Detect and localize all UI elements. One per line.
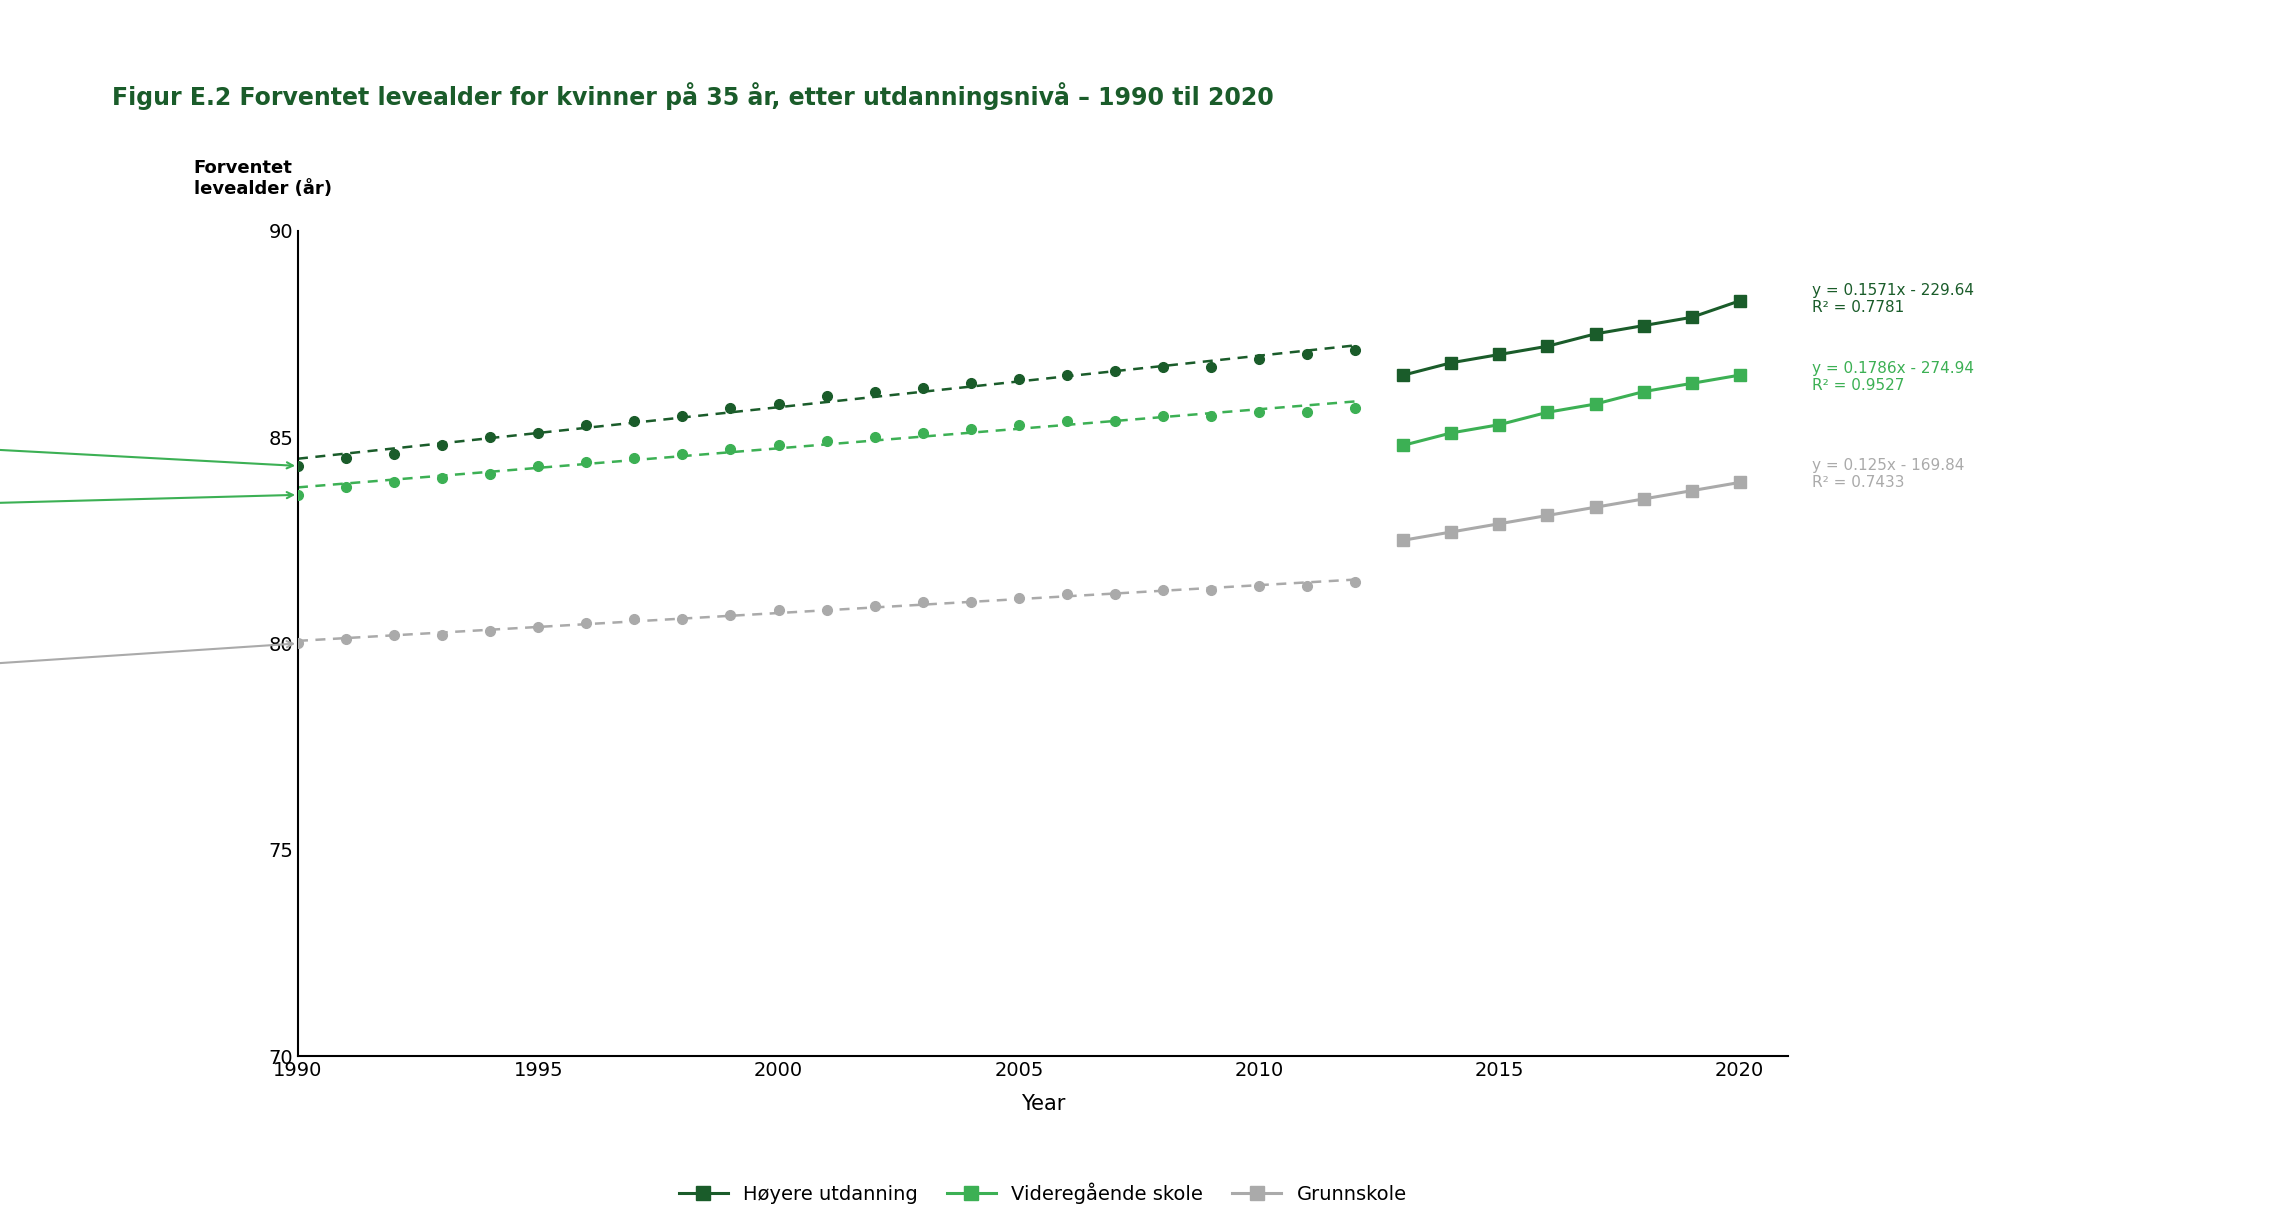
X-axis label: Year: Year bbox=[1020, 1094, 1066, 1114]
Text: Forventet
levealder (år): Forventet levealder (år) bbox=[195, 159, 332, 198]
Text: y = 0.1571x - 229.64
R² = 0.7781: y = 0.1571x - 229.64 R² = 0.7781 bbox=[1811, 283, 1973, 314]
Text: y = 0.1526x - 220.24
R² = 0.9444: y = 0.1526x - 220.24 R² = 0.9444 bbox=[0, 416, 293, 469]
Text: Figur E.2 Forventet levealder for kvinner på 35 år, etter utdanningsnivå – 1990 : Figur E.2 Forventet levealder for kvinne… bbox=[112, 83, 1274, 110]
Text: y = 0.1323x - 181.22
R² = 0.9635: y = 0.1323x - 181.22 R² = 0.9635 bbox=[0, 492, 293, 528]
Text: y = 0.0765x - 72.1
R² = 0.9005: y = 0.0765x - 72.1 R² = 0.9005 bbox=[0, 641, 293, 700]
Text: y = 0.1786x - 274.94
R² = 0.9527: y = 0.1786x - 274.94 R² = 0.9527 bbox=[1811, 361, 1973, 393]
Text: y = 0.125x - 169.84
R² = 0.7433: y = 0.125x - 169.84 R² = 0.7433 bbox=[1811, 458, 1964, 490]
Legend: Høyere utdanning, Videregående skole, Grunnskole: Høyere utdanning, Videregående skole, Gr… bbox=[672, 1174, 1414, 1212]
